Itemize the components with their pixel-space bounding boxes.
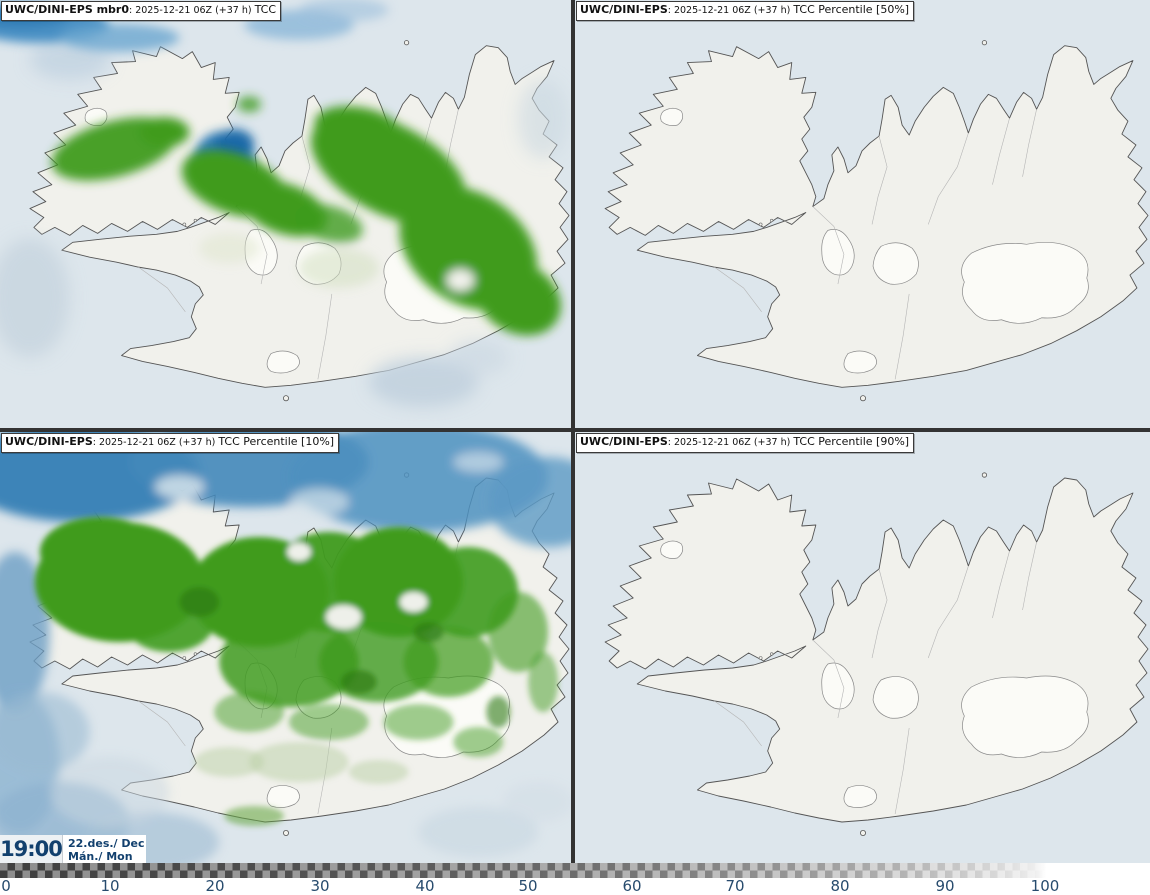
panel-title-percentile-50: UWC/DINI-EPS: 2025-12-21 06Z (+37 h) TCC… <box>576 1 915 21</box>
parameter-name: TCC Percentile [90%] <box>793 435 910 448</box>
panel-percentile-50: UWC/DINI-EPS: 2025-12-21 06Z (+37 h) TCC… <box>575 0 1150 428</box>
colorbar-tick: 10 <box>100 877 120 895</box>
colorbar-tick: 0 <box>1 877 11 895</box>
parameter-name: TCC Percentile [10%] <box>218 435 335 448</box>
colorbar-tick: 50 <box>518 877 538 895</box>
colorbar-tick: 100 <box>1030 877 1060 895</box>
panel-title-percentile-10: UWC/DINI-EPS: 2025-12-21 06Z (+37 h) TCC… <box>1 433 340 453</box>
run-time: : 2025-12-21 06Z (+37 h) <box>129 5 255 16</box>
run-time: : 2025-12-21 06Z (+37 h) <box>667 437 794 448</box>
panel-percentile-10: UWC/DINI-EPS: 2025-12-21 06Z (+37 h) TCC… <box>0 432 571 863</box>
colorbar-tick: 30 <box>310 877 330 895</box>
iceland-map-percentile-10 <box>0 432 571 863</box>
valid-time: 19:00 <box>0 835 63 863</box>
parameter-name: TCC Percentile [50%] <box>793 3 910 16</box>
panel-title-member-0: UWC/DINI-EPS mbr0: 2025-12-21 06Z (+37 h… <box>1 1 282 21</box>
colorbar-tick: 70 <box>725 877 745 895</box>
run-time: : 2025-12-21 06Z (+37 h) <box>667 5 794 16</box>
colorbar-tick: 90 <box>935 877 955 895</box>
colorbar-tick: 20 <box>205 877 225 895</box>
valid-date: 22.des./ Dec <box>68 836 145 850</box>
map-grid: UWC/DINI-EPS mbr0: 2025-12-21 06Z (+37 h… <box>0 0 1150 863</box>
valid-date-box: 22.des./ Dec Mán./ Mon <box>63 835 146 863</box>
cloud-overlay-green <box>51 96 561 336</box>
parameter-name: TCC <box>254 3 277 16</box>
colorbar-tick: 60 <box>622 877 642 895</box>
valid-day: Mán./ Mon <box>68 849 133 863</box>
valid-time-box: 19:00 22.des./ Dec Mán./ Mon <box>0 835 146 863</box>
iceland-map-member-0 <box>0 0 571 428</box>
colorbar-tick: 40 <box>415 877 435 895</box>
model-name: UWC/DINI-EPS <box>580 435 668 448</box>
panel-member-0: UWC/DINI-EPS mbr0: 2025-12-21 06Z (+37 h… <box>0 0 571 428</box>
panel-percentile-90: UWC/DINI-EPS: 2025-12-21 06Z (+37 h) TCC… <box>575 432 1150 863</box>
model-name: UWC/DINI-EPS <box>580 3 668 16</box>
model-name: UWC/DINI-EPS mbr0 <box>5 3 129 16</box>
iceland-map-percentile-90 <box>575 432 1150 863</box>
colorbar-tick: 80 <box>830 877 850 895</box>
cloud-overlay-gray <box>0 39 569 408</box>
model-name: UWC/DINI-EPS <box>5 435 93 448</box>
run-time: : 2025-12-21 06Z (+37 h) <box>92 437 219 448</box>
panel-title-percentile-90: UWC/DINI-EPS: 2025-12-21 06Z (+37 h) TCC… <box>576 433 915 453</box>
colorbar-checker-texture <box>0 863 1150 878</box>
cloud-overlay-green <box>34 517 559 826</box>
cloud-cover-colorbar: 0 10 20 30 40 50 60 70 80 90 100 <box>0 863 1150 895</box>
iceland-map-percentile-50 <box>575 0 1150 428</box>
